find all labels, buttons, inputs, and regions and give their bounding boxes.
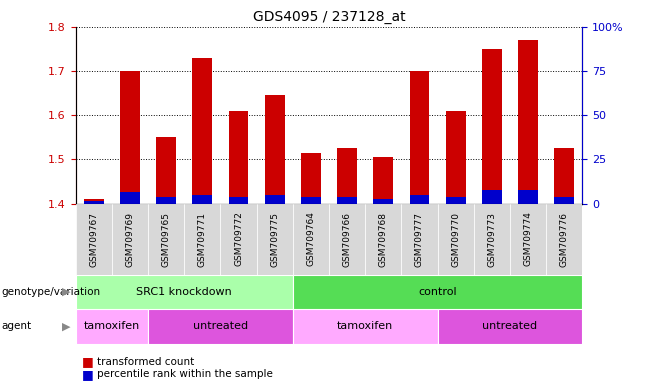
Bar <box>438 309 582 344</box>
Bar <box>337 148 357 204</box>
Bar <box>409 71 430 204</box>
Bar <box>554 148 574 204</box>
Bar <box>293 309 438 344</box>
Bar <box>84 201 104 204</box>
Text: GSM709770: GSM709770 <box>451 212 460 266</box>
Bar <box>373 199 393 204</box>
Bar <box>337 197 357 204</box>
Bar <box>156 197 176 204</box>
Bar <box>482 190 502 204</box>
Text: genotype/variation: genotype/variation <box>1 287 101 297</box>
Bar <box>84 199 104 204</box>
Bar <box>301 153 321 204</box>
Bar <box>445 111 466 204</box>
Text: GSM709771: GSM709771 <box>198 212 207 266</box>
Text: GSM709769: GSM709769 <box>126 212 134 266</box>
Bar <box>546 204 582 275</box>
Text: GSM709773: GSM709773 <box>488 212 496 266</box>
Bar <box>192 58 213 204</box>
Text: GSM709772: GSM709772 <box>234 212 243 266</box>
Bar <box>510 204 546 275</box>
Text: GSM709768: GSM709768 <box>379 212 388 266</box>
Bar <box>265 195 285 204</box>
Bar <box>156 137 176 204</box>
Bar <box>220 204 257 275</box>
Text: ■: ■ <box>82 355 94 368</box>
Text: GSM709774: GSM709774 <box>524 212 532 266</box>
Bar <box>301 197 321 204</box>
Text: transformed count: transformed count <box>97 357 195 367</box>
Bar <box>265 95 285 204</box>
Bar <box>228 197 249 204</box>
Text: GSM709766: GSM709766 <box>343 212 351 266</box>
Bar <box>76 275 293 309</box>
Text: GSM709775: GSM709775 <box>270 212 279 266</box>
Bar <box>257 204 293 275</box>
Bar <box>373 157 393 204</box>
Text: tamoxifen: tamoxifen <box>337 321 393 331</box>
Bar <box>554 197 574 204</box>
Text: tamoxifen: tamoxifen <box>84 321 140 331</box>
Bar <box>120 71 140 204</box>
Bar <box>401 204 438 275</box>
Bar <box>148 204 184 275</box>
Text: ▶: ▶ <box>62 321 70 331</box>
Bar <box>474 204 510 275</box>
Text: untreated: untreated <box>193 321 248 331</box>
Bar <box>518 40 538 204</box>
Bar <box>228 111 249 204</box>
Text: ■: ■ <box>82 368 94 381</box>
Bar <box>148 309 293 344</box>
Bar <box>518 190 538 204</box>
Text: agent: agent <box>1 321 32 331</box>
Text: untreated: untreated <box>482 321 538 331</box>
Bar <box>293 275 582 309</box>
Bar <box>76 309 148 344</box>
Text: GSM709764: GSM709764 <box>307 212 315 266</box>
Text: SRC1 knockdown: SRC1 knockdown <box>136 287 232 297</box>
Bar <box>329 204 365 275</box>
Text: GSM709765: GSM709765 <box>162 212 170 266</box>
Bar <box>482 49 502 204</box>
Text: ▶: ▶ <box>62 287 70 297</box>
Text: GSM709767: GSM709767 <box>89 212 98 266</box>
Bar <box>120 192 140 204</box>
Bar <box>409 195 430 204</box>
Bar <box>438 204 474 275</box>
Bar <box>184 204 220 275</box>
Text: GSM709777: GSM709777 <box>415 212 424 266</box>
Text: GDS4095 / 237128_at: GDS4095 / 237128_at <box>253 10 405 23</box>
Text: percentile rank within the sample: percentile rank within the sample <box>97 369 273 379</box>
Text: control: control <box>418 287 457 297</box>
Text: GSM709776: GSM709776 <box>560 212 569 266</box>
Bar <box>445 197 466 204</box>
Bar <box>365 204 401 275</box>
Bar <box>76 204 112 275</box>
Bar <box>112 204 148 275</box>
Bar <box>293 204 329 275</box>
Bar <box>192 195 213 204</box>
